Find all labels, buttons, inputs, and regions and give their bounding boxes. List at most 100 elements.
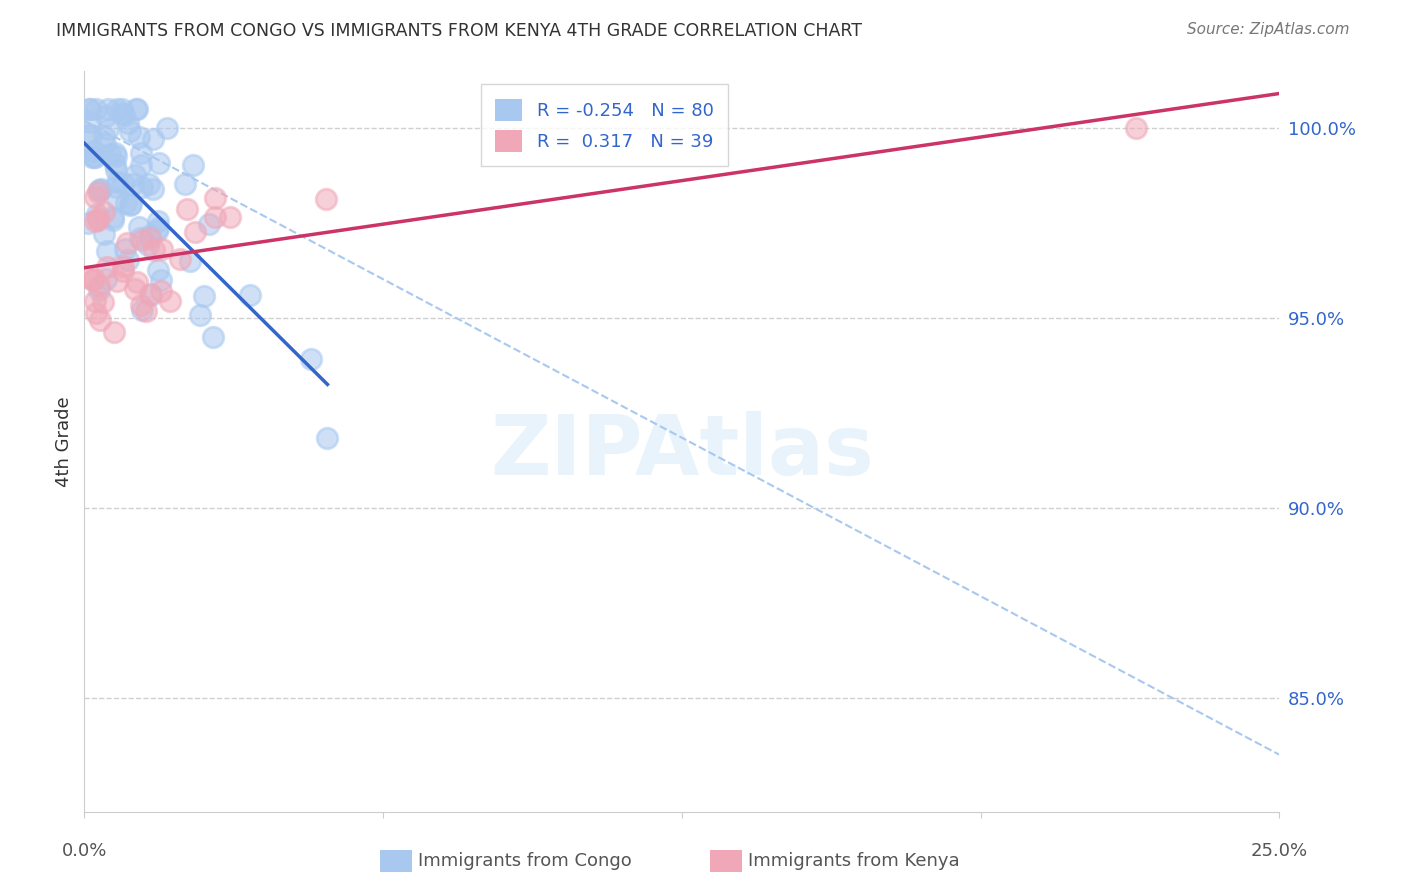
- Point: [80, 128, 103, 142]
- Point: [125, 103, 148, 117]
- Point: [156, 121, 179, 136]
- Text: IMMIGRANTS FROM CONGO VS IMMIGRANTS FROM KENYA 4TH GRADE CORRELATION CHART: IMMIGRANTS FROM CONGO VS IMMIGRANTS FROM…: [56, 22, 862, 40]
- Point: [84, 293, 107, 308]
- Point: [129, 298, 152, 312]
- Legend: R = -0.254   N = 80, R =  0.317   N = 39: R = -0.254 N = 80, R = 0.317 N = 39: [481, 84, 728, 166]
- Point: [111, 264, 134, 278]
- Point: [131, 180, 153, 194]
- Point: [84, 103, 107, 117]
- Point: [193, 289, 215, 303]
- Point: [131, 233, 153, 247]
- Point: [138, 177, 160, 191]
- Point: [105, 103, 128, 117]
- Point: [96, 260, 118, 275]
- Point: [79, 115, 101, 129]
- Point: [136, 237, 159, 252]
- Point: [148, 156, 170, 170]
- Text: Immigrants from Congo: Immigrants from Congo: [418, 852, 631, 870]
- Text: Immigrants from Kenya: Immigrants from Kenya: [748, 852, 960, 870]
- Point: [148, 220, 170, 235]
- Point: [84, 150, 107, 164]
- Point: [159, 294, 181, 309]
- Point: [135, 303, 157, 318]
- Point: [86, 211, 108, 225]
- Point: [93, 205, 115, 219]
- Point: [89, 279, 111, 293]
- Point: [142, 181, 165, 195]
- Point: [93, 128, 115, 143]
- Point: [97, 103, 120, 117]
- Point: [84, 190, 107, 204]
- Point: [139, 288, 162, 302]
- Point: [146, 213, 169, 227]
- Point: [84, 214, 107, 228]
- Point: [120, 197, 142, 211]
- Point: [122, 177, 145, 191]
- Point: [117, 253, 139, 268]
- Point: [105, 149, 128, 163]
- Point: [181, 158, 204, 172]
- Point: [316, 431, 339, 445]
- Point: [124, 282, 146, 296]
- Point: [82, 273, 104, 287]
- Point: [98, 147, 121, 161]
- Point: [103, 213, 125, 227]
- Point: [124, 168, 146, 182]
- Point: [139, 287, 162, 301]
- Point: [87, 213, 110, 227]
- Point: [105, 273, 128, 287]
- Point: [128, 129, 150, 144]
- Text: ZIPAtlas: ZIPAtlas: [489, 410, 875, 491]
- Point: [89, 183, 111, 197]
- Point: [86, 207, 108, 221]
- Point: [114, 242, 136, 256]
- Point: [173, 177, 195, 191]
- Text: Source: ZipAtlas.com: Source: ZipAtlas.com: [1187, 22, 1350, 37]
- Point: [87, 185, 110, 199]
- Point: [104, 180, 127, 194]
- Point: [84, 306, 107, 320]
- Point: [120, 123, 142, 137]
- Point: [129, 231, 152, 245]
- Point: [239, 287, 262, 301]
- Point: [146, 224, 169, 238]
- Point: [89, 313, 111, 327]
- Point: [94, 272, 117, 286]
- Point: [90, 182, 112, 196]
- Point: [218, 210, 240, 224]
- Point: [115, 236, 138, 251]
- Point: [111, 103, 134, 117]
- Point: [184, 225, 207, 239]
- Point: [149, 284, 172, 298]
- Point: [77, 216, 100, 230]
- Point: [89, 183, 111, 197]
- Point: [97, 121, 120, 136]
- Point: [91, 294, 114, 309]
- Point: [80, 150, 103, 164]
- Point: [201, 330, 224, 344]
- Point: [204, 210, 226, 224]
- Y-axis label: 4th Grade: 4th Grade: [55, 396, 73, 487]
- Point: [129, 158, 152, 172]
- Point: [77, 270, 100, 285]
- Point: [131, 302, 153, 317]
- Point: [1125, 121, 1147, 136]
- Point: [104, 156, 127, 170]
- Point: [204, 191, 226, 205]
- Point: [94, 137, 117, 152]
- Point: [101, 210, 124, 224]
- Point: [112, 108, 135, 122]
- Point: [299, 352, 322, 367]
- Point: [111, 105, 134, 120]
- Point: [146, 263, 169, 277]
- Point: [142, 131, 165, 145]
- Text: 25.0%: 25.0%: [1251, 842, 1308, 860]
- Point: [83, 144, 105, 158]
- Point: [83, 272, 105, 286]
- Point: [83, 150, 105, 164]
- Point: [96, 109, 118, 123]
- Point: [93, 227, 115, 242]
- Point: [103, 325, 125, 339]
- Point: [115, 195, 138, 210]
- Point: [125, 275, 148, 289]
